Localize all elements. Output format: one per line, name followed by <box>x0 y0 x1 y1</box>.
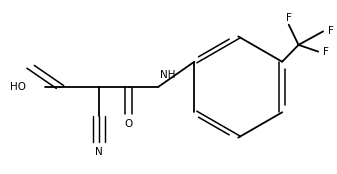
Text: F: F <box>323 47 329 57</box>
Text: HO: HO <box>10 82 26 92</box>
Text: N: N <box>95 147 103 157</box>
Text: O: O <box>125 119 133 129</box>
Text: NH: NH <box>160 70 175 80</box>
Text: F: F <box>328 26 334 36</box>
Text: F: F <box>286 13 292 23</box>
